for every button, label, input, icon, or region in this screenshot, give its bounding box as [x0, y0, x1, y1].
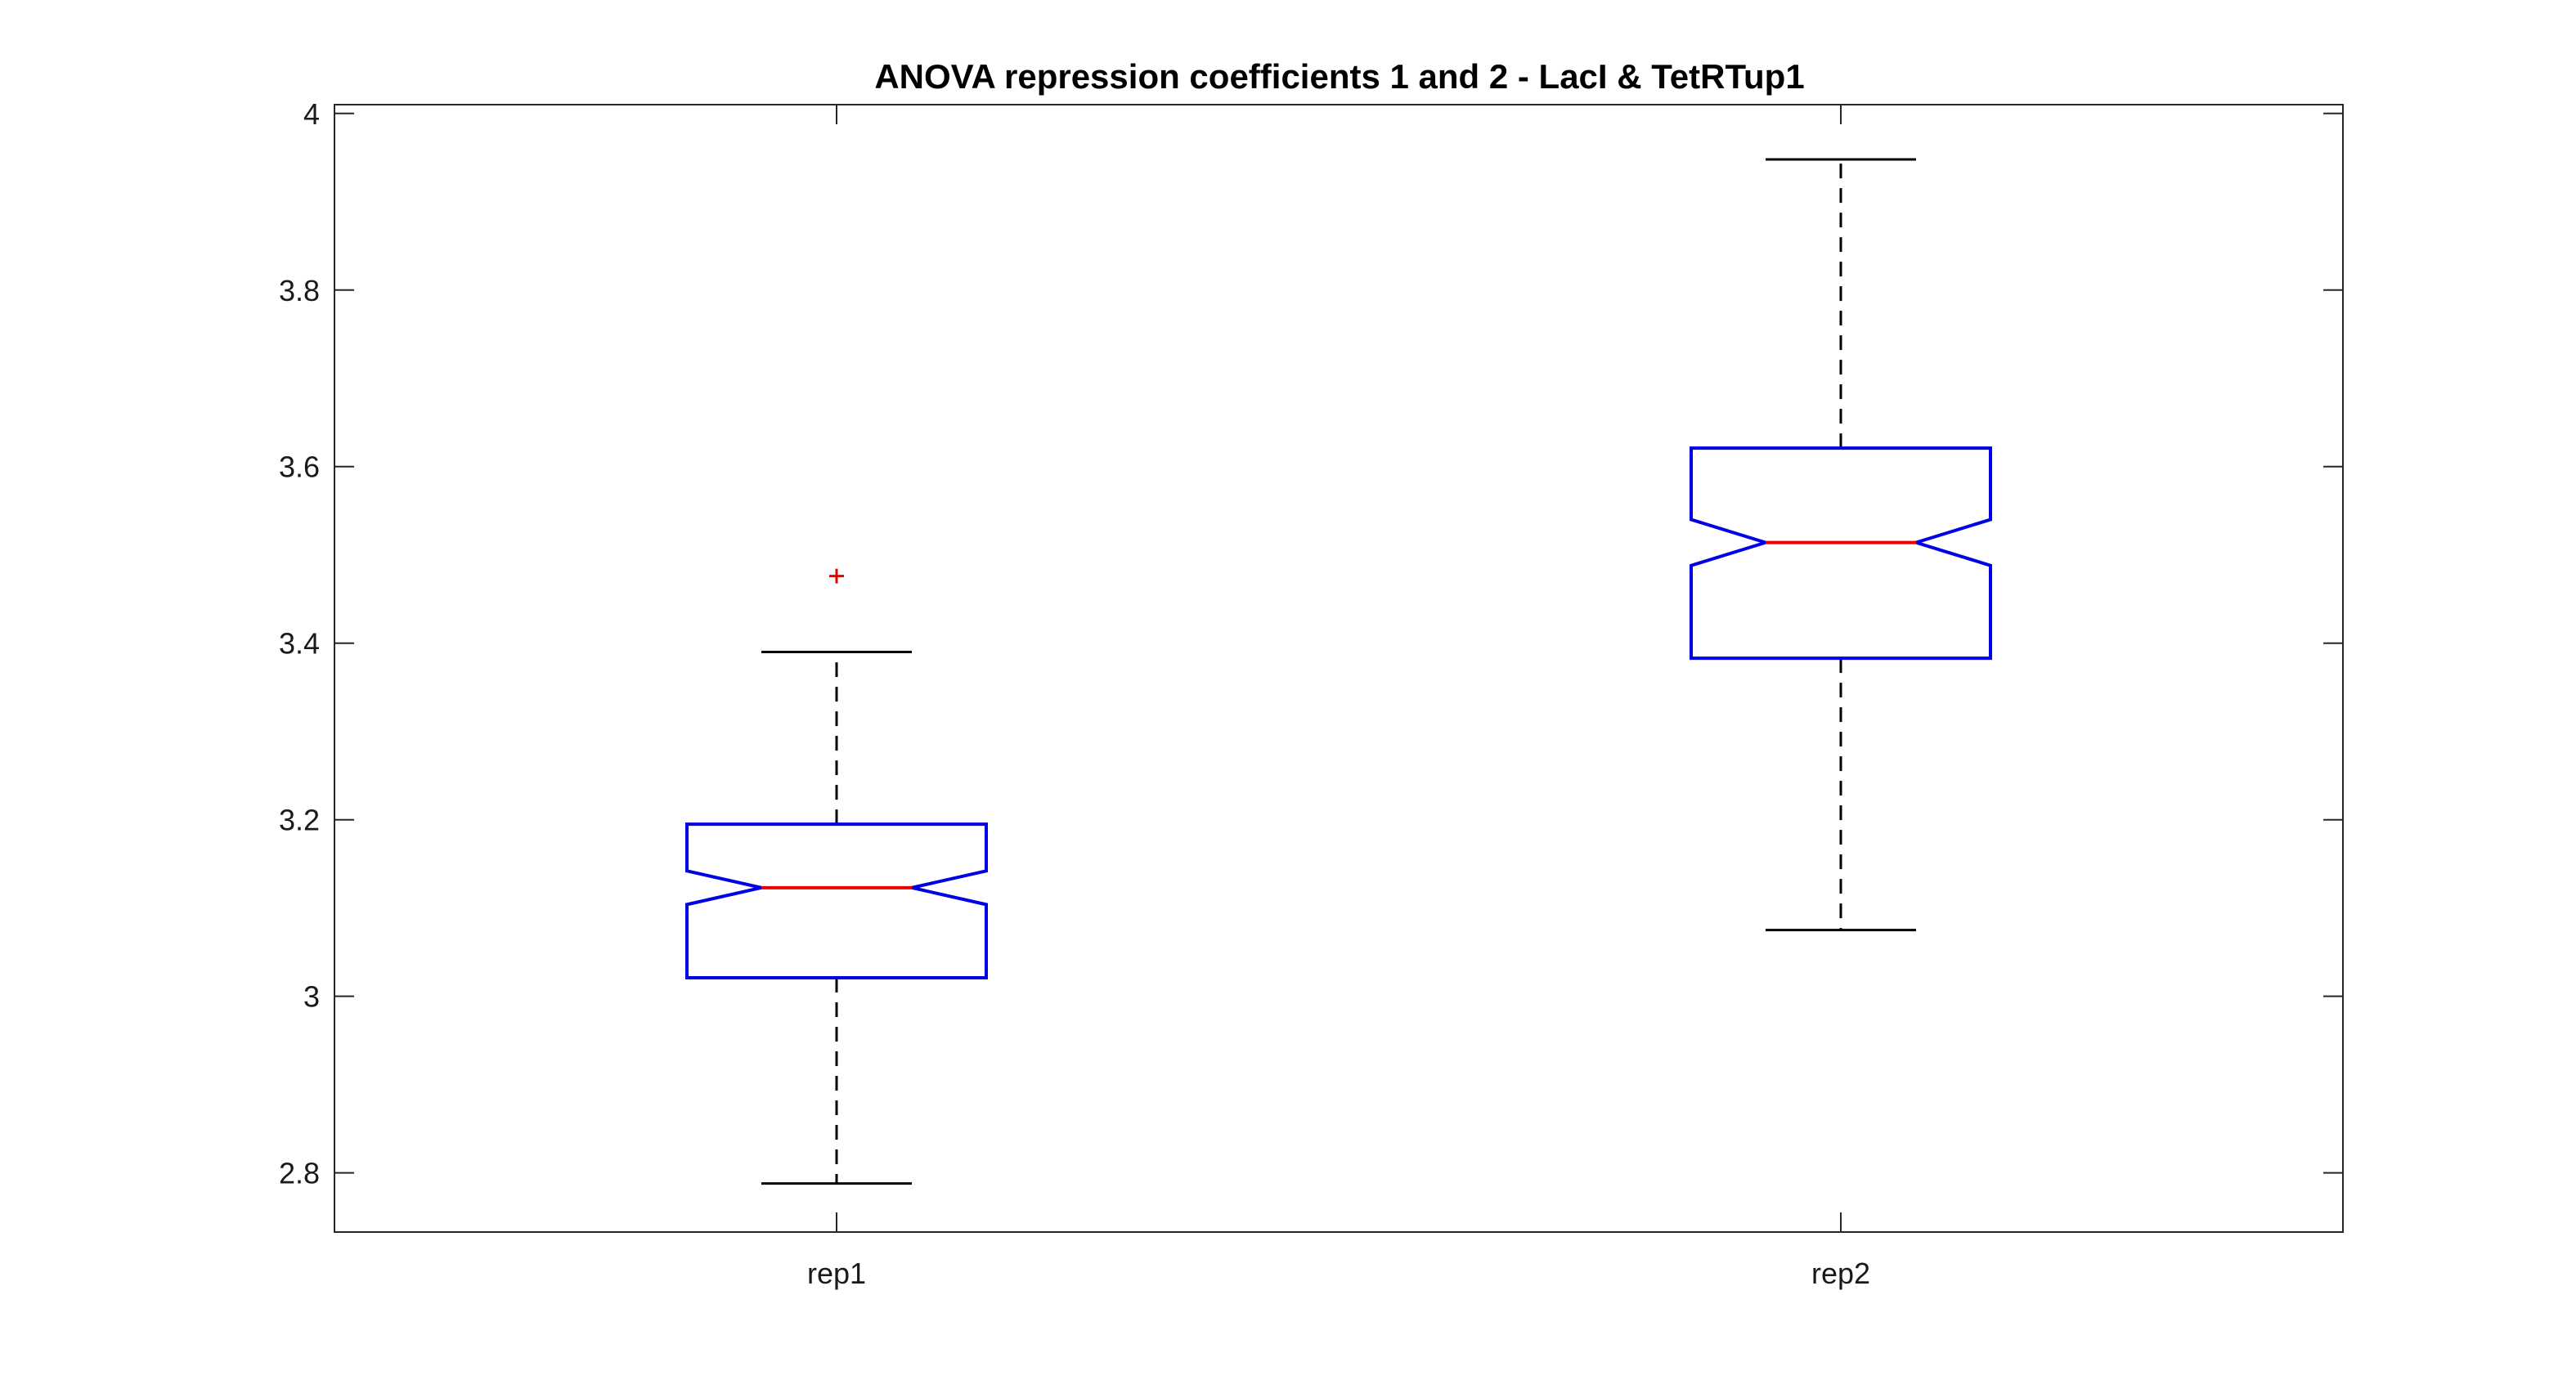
- notched-box: [1690, 446, 1992, 661]
- y-tick-label: 3.4: [279, 627, 320, 661]
- box-rep1: [685, 568, 988, 1185]
- plot-area-frame: [334, 104, 2344, 1233]
- box-rep2: [1690, 158, 1992, 932]
- boxes: [685, 158, 1992, 1185]
- y-tick-label: 3.2: [279, 804, 320, 837]
- y-tick-label: 2.8: [279, 1157, 320, 1190]
- x-tick-label: rep1: [807, 1257, 866, 1290]
- y-tick-label: 3.6: [279, 450, 320, 484]
- x-tick-label: rep2: [1811, 1257, 1870, 1290]
- tick-labels: 2.8 3 3.2 3.4 3.6 3.8 4 rep1 rep2: [279, 97, 1870, 1290]
- outlier-marker: [829, 568, 844, 584]
- y-tick-label: 4: [303, 97, 320, 131]
- axis-ticks: [334, 105, 2343, 1232]
- chart-title: ANOVA repression coefficients 1 and 2 - …: [874, 57, 1804, 96]
- y-tick-label: 3: [303, 980, 320, 1014]
- y-tick-label: 3.8: [279, 274, 320, 307]
- notched-box: [685, 822, 988, 979]
